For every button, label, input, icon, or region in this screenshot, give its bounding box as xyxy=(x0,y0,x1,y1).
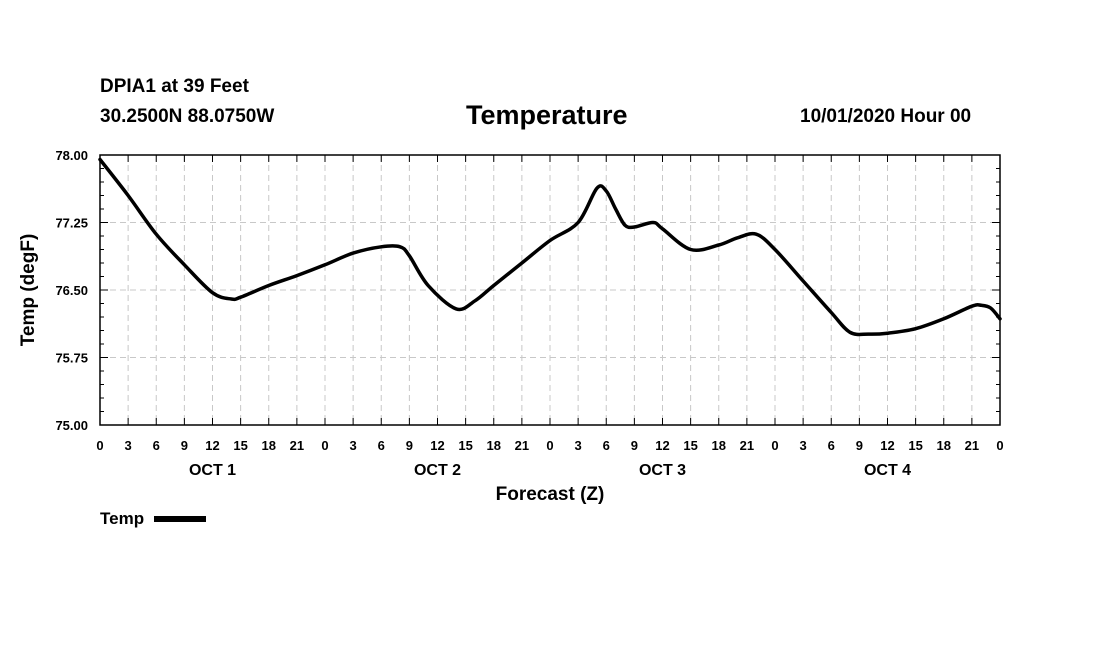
y-tick-label: 75.00 xyxy=(55,418,88,433)
forecast-date: 10/01/2020 Hour 00 xyxy=(800,106,972,127)
y-tick-label: 78.00 xyxy=(55,148,88,163)
x-tick-label: 9 xyxy=(631,438,638,453)
station-label: DPIA1 at 39 Feet xyxy=(100,76,249,97)
x-tick-label: 21 xyxy=(965,438,979,453)
x-tick-label: 18 xyxy=(262,438,276,453)
day-label: OCT 4 xyxy=(864,462,911,479)
x-tick-label: 3 xyxy=(350,438,357,453)
x-tick-label: 3 xyxy=(125,438,132,453)
x-tick-label: 6 xyxy=(603,438,610,453)
day-labels: OCT 1 OCT 2 OCT 3 OCT 4 xyxy=(189,462,911,479)
x-tick-label: 9 xyxy=(406,438,413,453)
y-tick-label: 76.50 xyxy=(55,283,88,298)
x-tick-label: 0 xyxy=(771,438,778,453)
x-tick-label: 6 xyxy=(378,438,385,453)
legend-label: Temp xyxy=(100,509,145,528)
legend: Temp xyxy=(100,509,207,529)
y-axis-label: Temp (degF) xyxy=(18,234,39,347)
x-tick-label: 9 xyxy=(856,438,863,453)
x-tick-label: 15 xyxy=(233,438,247,453)
x-tick-label: 15 xyxy=(458,438,472,453)
x-tick-label: 18 xyxy=(712,438,726,453)
station-coordinates: 30.2500N 88.0750W xyxy=(100,106,275,127)
x-tick-label: 15 xyxy=(908,438,922,453)
x-tick-label: 3 xyxy=(800,438,807,453)
x-tick-label: 0 xyxy=(321,438,328,453)
y-tick-label: 77.25 xyxy=(55,216,88,231)
x-tick-label: 0 xyxy=(546,438,553,453)
series-line-temp xyxy=(98,157,1002,337)
x-tick-label: 21 xyxy=(515,438,529,453)
day-label: OCT 2 xyxy=(414,462,461,479)
y-tick-label: 75.75 xyxy=(55,351,88,366)
grid-lines xyxy=(100,155,1000,425)
x-tick-label: 9 xyxy=(181,438,188,453)
legend-swatch xyxy=(154,516,207,522)
x-tick-label: 18 xyxy=(487,438,501,453)
y-tick-labels: 78.00 77.25 76.50 75.75 75.00 xyxy=(55,148,88,433)
chart-title: Temperature xyxy=(466,100,628,130)
x-tick-label: 6 xyxy=(153,438,160,453)
series-group xyxy=(98,157,1002,337)
x-tick-label: 12 xyxy=(655,438,669,453)
x-axis-label: Forecast (Z) xyxy=(496,484,605,505)
x-tick-label: 12 xyxy=(430,438,444,453)
day-label: OCT 1 xyxy=(189,462,236,479)
x-tick-label: 0 xyxy=(996,438,1003,453)
x-tick-label: 0 xyxy=(96,438,103,453)
day-label: OCT 3 xyxy=(639,462,686,479)
x-tick-label: 12 xyxy=(880,438,894,453)
x-tick-label: 21 xyxy=(740,438,754,453)
x-tick-label: 12 xyxy=(205,438,219,453)
plot-frame xyxy=(99,154,1001,426)
x-tick-label: 21 xyxy=(290,438,304,453)
x-tick-label: 6 xyxy=(828,438,835,453)
x-tick-labels: 0 3 6 9 12 15 18 21 0 3 6 9 12 15 18 21 0 3 6 9 12 15 18 21 0 3 6 9… xyxy=(96,438,1003,453)
x-tick-label: 15 xyxy=(683,438,697,453)
x-tick-label: 3 xyxy=(575,438,582,453)
x-tick-label: 18 xyxy=(937,438,951,453)
